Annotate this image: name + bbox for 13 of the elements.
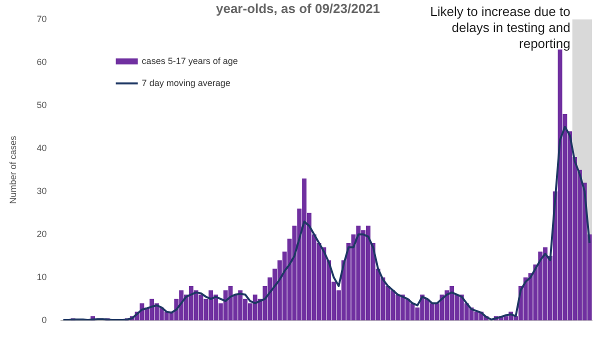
- legend-label: cases 5-17 years of age: [142, 56, 238, 66]
- y-axis-title: Number of cases: [8, 135, 18, 204]
- legend-label: 7 day moving average: [142, 78, 230, 88]
- chart-title: year-olds, as of 09/23/2021: [216, 1, 380, 16]
- annotation: Likely to increase due to delays in testing and reporting: [430, 4, 570, 52]
- y-tick-label: 10: [36, 272, 47, 282]
- y-tick-label: 30: [36, 186, 47, 196]
- y-tick-label: 50: [36, 100, 47, 110]
- y-tick-label: 40: [36, 142, 47, 153]
- y-tick-label: 0: [42, 314, 47, 325]
- y-tick-label: 70: [36, 14, 47, 24]
- y-tick-label: 60: [36, 56, 47, 67]
- y-tick-label: 20: [36, 228, 47, 239]
